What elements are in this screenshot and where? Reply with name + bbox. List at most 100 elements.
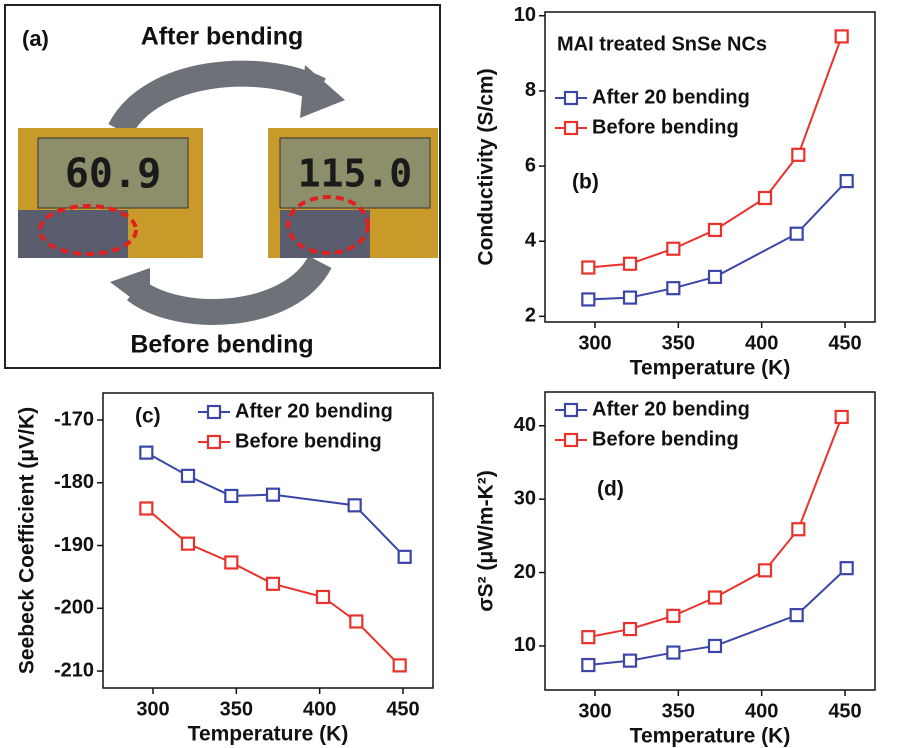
marker [139,445,154,460]
marker [757,563,773,578]
chart-title: MAI treated SnSe NCs [557,33,767,55]
marker [224,488,239,504]
marker [666,241,681,256]
marker [265,576,281,591]
marker [581,292,596,307]
x-tick-label: 300 [578,332,611,354]
marker [180,536,196,551]
photo-left: 60.9 [18,128,203,258]
marker [224,555,239,570]
marker [789,226,804,241]
legend-label: After 20 bending [592,398,750,420]
sample [18,210,128,258]
marker [581,657,596,673]
plot-frame [544,11,876,323]
y-axis-label: σS² (μW/m-K²) [475,470,498,612]
legend-label: Before bending [592,428,739,450]
arrow [127,255,332,325]
y-tick-label: -170 [54,408,94,430]
marker [581,260,596,275]
marker [834,409,849,425]
marker [666,281,681,296]
y-tick-label: 4 [525,229,537,251]
arrow [108,60,326,137]
marker [707,222,723,238]
marker [622,653,638,668]
legend-marker [563,120,579,136]
marker [839,173,854,189]
marker [789,608,804,623]
chart: 300 350 400 450 2 4 6 8 10 Temperature (K) Conduct… [475,4,876,380]
x-tick-label: 350 [662,700,695,722]
caption: Before bending [130,331,313,359]
marker [349,614,364,629]
photo-right: 115.0 [268,128,438,258]
y-axis-label: Seebeck Coefficient (μV/K) [16,407,39,674]
x-axis-label: Temperature (K) [630,725,791,748]
panel-label: (b) [572,171,599,194]
marker [622,290,638,305]
marker [265,487,281,502]
x-tick-label: 400 [745,700,778,722]
y-tick-label: -190 [54,534,94,556]
marker [622,621,638,637]
x-tick-label: 300 [578,700,611,722]
x-tick-label: 450 [828,700,861,722]
legend-marker [563,432,579,448]
marker [180,468,196,483]
marker [347,498,362,513]
y-tick-label: 30 [514,487,536,509]
panel-label: (a) [22,26,49,51]
sample [280,210,370,258]
y-tick-label: -200 [54,597,94,619]
legend-marker [206,434,222,450]
marker [666,645,681,660]
legend-marker [563,402,579,418]
marker [707,269,723,285]
y-tick-label: 20 [514,561,536,583]
marker [707,638,723,654]
display [279,137,431,209]
caption: After bending [141,23,304,51]
legend-label: Before bending [592,116,739,138]
marker [622,256,638,271]
marker [666,608,681,623]
legend-label: Before bending [235,430,382,452]
marker [791,522,806,537]
highlight [286,195,370,255]
marker [757,190,773,206]
marker [839,561,854,576]
marker [581,630,596,645]
marker [139,501,154,516]
chart: 300 350 400 450 -210 -200 -190 -180 -170 Temperat… [16,392,434,746]
arrow-head [110,268,150,312]
panel-label: (c) [135,405,161,428]
display [37,137,189,209]
marker [315,589,331,605]
legend-label: After 20 bending [592,86,750,108]
y-tick-label: 10 [514,634,536,656]
x-axis-label: Temperature (K) [188,723,349,746]
marker [392,658,407,673]
display-reading: 115.0 [298,152,412,196]
x-axis-label: Temperature (K) [630,357,791,380]
panel-label: (d) [597,478,624,501]
chart: 300 350 400 450 10 20 30 40 Temperature (K) σS² (… [475,391,876,748]
y-tick-label: 8 [525,79,536,101]
legend-label: After 20 bending [235,400,393,422]
y-tick-label: 6 [525,154,536,176]
x-tick-label: 350 [220,698,253,720]
legend-marker [206,404,222,420]
x-tick-label: 400 [303,698,336,720]
marker [397,549,412,564]
arrow-head [300,65,345,118]
marker [834,29,849,44]
y-tick-label: -210 [54,659,94,681]
x-tick-label: 350 [662,332,695,354]
x-tick-label: 450 [386,698,419,720]
y-tick-label: -180 [54,471,94,493]
legend-marker [563,90,579,106]
plot-frame [544,391,876,691]
x-tick-label: 450 [828,332,861,354]
